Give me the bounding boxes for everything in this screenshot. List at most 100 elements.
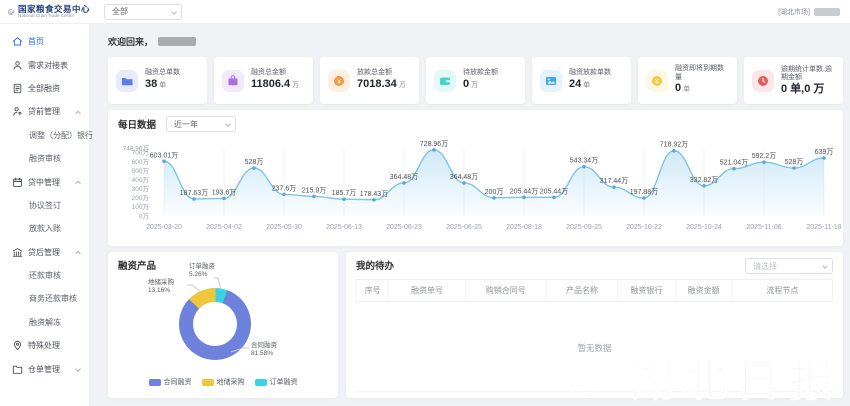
chevron-down-icon (822, 263, 828, 269)
daily-chart-svg: 748.96万700万600万500万400万300万200万100万0万603… (123, 140, 842, 231)
todo-column-header-6: 流程节点 (733, 280, 833, 301)
legend-swatch (148, 378, 161, 386)
todo-table-body: 暂无数据 (356, 302, 833, 392)
point-label: 178.43万 (360, 190, 388, 198)
sidebar-item-label: 贷前管理 (28, 107, 60, 117)
sidebar-item-10[interactable]: 还款审核 (0, 264, 89, 287)
point-label: 592.2万 (752, 152, 777, 160)
point-label: 603.01万 (150, 151, 178, 159)
stat-card-4: 融资放款单数 24 单 (532, 57, 631, 104)
sidebar-item-label: 商务还款审核 (29, 294, 77, 304)
daily-data-panel: 每日数据 近一年 748.96万 700万 600万 500万 400万 300万 200万… (108, 110, 843, 246)
sidebar-item-label: 特殊处理 (28, 341, 60, 351)
y-tick-label: 600万 (132, 158, 150, 166)
chevron-down-icon (225, 121, 231, 127)
y-tick-label: 748.96万 (123, 144, 150, 152)
sidebar-item-2[interactable]: 全部融资 (0, 77, 89, 100)
stat-label: 融资即将到期数量 (675, 65, 724, 81)
sidebar-item-label: 调整（分配）银行 (29, 130, 93, 140)
legend-swatch (254, 378, 267, 386)
range-select-value: 近一年 (174, 119, 199, 129)
chevron-up-icon (75, 180, 81, 187)
data-point (372, 197, 376, 202)
sidebar-item-13[interactable]: 特殊处理 (0, 334, 89, 357)
data-point (762, 160, 766, 165)
donut-slice-label-1: 地储采购 13.16% (148, 279, 174, 294)
todo-select[interactable]: 请选择 (745, 258, 833, 274)
svg-text:¥: ¥ (337, 78, 341, 85)
x-tick-label: 2025-11-18 (806, 224, 841, 231)
sidebar-item-7[interactable]: 协议签订 (0, 194, 89, 217)
sidebar-item-9[interactable]: 贷后管理 (0, 241, 89, 264)
chevron-down-icon (75, 366, 81, 372)
data-point (252, 166, 256, 170)
todo-column-header-4: 融资银行 (618, 280, 676, 301)
x-tick-label: 2025-06-25 (446, 224, 482, 231)
loan-pre-icon (13, 107, 22, 116)
sidebar-item-8[interactable]: 放款入账 (0, 217, 89, 240)
sidebar-item-1[interactable]: 需求对接表 (0, 53, 89, 76)
data-point (522, 195, 526, 200)
stat-label: 融资总单数 (145, 69, 180, 77)
scope-select[interactable]: 全部 (104, 3, 182, 20)
sidebar-item-3[interactable]: 贷前管理 (0, 100, 89, 123)
sidebar-item-11[interactable]: 商务还款审核 (0, 287, 89, 310)
sidebar-item-4[interactable]: 调整（分配）银行 (0, 124, 93, 147)
x-tick-label: 2025-11-06 (746, 224, 781, 231)
financing-products-donut[interactable] (179, 288, 251, 360)
data-point (342, 197, 346, 201)
sidebar-item-14[interactable]: 仓单管理 (0, 357, 89, 380)
point-label: 317.44万 (600, 177, 628, 185)
stat-value: 24 单 (569, 77, 591, 90)
legend-swatch (201, 378, 214, 386)
loan-post-icon (12, 247, 23, 257)
org-logo: 国家粮食交易中心 National Grain Trade Center (0, 3, 90, 21)
pin-icon (14, 341, 21, 351)
folder-icon (116, 69, 138, 92)
username-redacted[interactable] (814, 7, 840, 16)
todo-column-header-2: 购销合同号 (466, 280, 547, 301)
data-point (312, 194, 316, 199)
scope-select-value: 全部 (112, 7, 128, 16)
stat-value: 38 单 (145, 77, 167, 90)
stat-value: 7018.34 万 (357, 77, 406, 90)
sidebar-item-label: 还款审核 (29, 271, 61, 281)
clock-icon (752, 69, 774, 92)
x-tick-label: 2025-05-30 (266, 224, 302, 231)
data-point (792, 166, 796, 170)
data-point (732, 166, 736, 171)
y-tick-label: 700万 (132, 149, 150, 157)
legend-item-2[interactable]: 订单融资 (254, 377, 298, 387)
stat-value: 11806.4 万 (251, 77, 300, 90)
stat-card-6: 逾期统计单数,逾期金额 0 单,0 万 (744, 57, 843, 104)
loan-mid-icon (13, 177, 22, 187)
sidebar-item-label: 贷中管理 (28, 177, 60, 187)
x-tick-label: 2025-09-25 (566, 224, 602, 231)
sidebar-item-6[interactable]: 贷中管理 (0, 170, 89, 193)
point-label: 332.82万 (690, 176, 718, 184)
sidebar-item-label: 放款入账 (29, 224, 61, 234)
legend-label: 地储采购 (216, 379, 245, 386)
x-tick-label: 2025-03-20 (146, 224, 182, 231)
range-select[interactable]: 近一年 (166, 116, 237, 132)
svg-text:¥: ¥ (655, 78, 659, 85)
donut-slice-label-2: 订单融资 5.26% (189, 263, 215, 278)
todo-column-header-1: 融资单号 (389, 280, 466, 301)
chevron-down-icon (171, 8, 177, 15)
data-point (402, 181, 406, 185)
legend-item-1[interactable]: 地储采购 (201, 377, 245, 387)
point-label: 528万 (785, 158, 804, 166)
org-emblem-icon (8, 8, 14, 15)
sidebar-item-5[interactable]: 融资审核 (0, 147, 89, 170)
sidebar-item-label: 仓单管理 (28, 364, 60, 374)
coin-icon: ¥ (646, 69, 668, 92)
legend-item-0[interactable]: 合同融资 (148, 377, 192, 387)
x-tick-label: 2025-04-02 (206, 224, 242, 231)
sidebar-item-0[interactable]: 首页 (0, 30, 89, 53)
point-label: 718.92万 (660, 141, 688, 149)
sidebar-item-12[interactable]: 融资解冻 (0, 311, 89, 334)
point-label: 185.7万 (332, 189, 357, 197)
data-point (642, 196, 646, 200)
empty-state-text: 暂无数据 (577, 343, 612, 353)
